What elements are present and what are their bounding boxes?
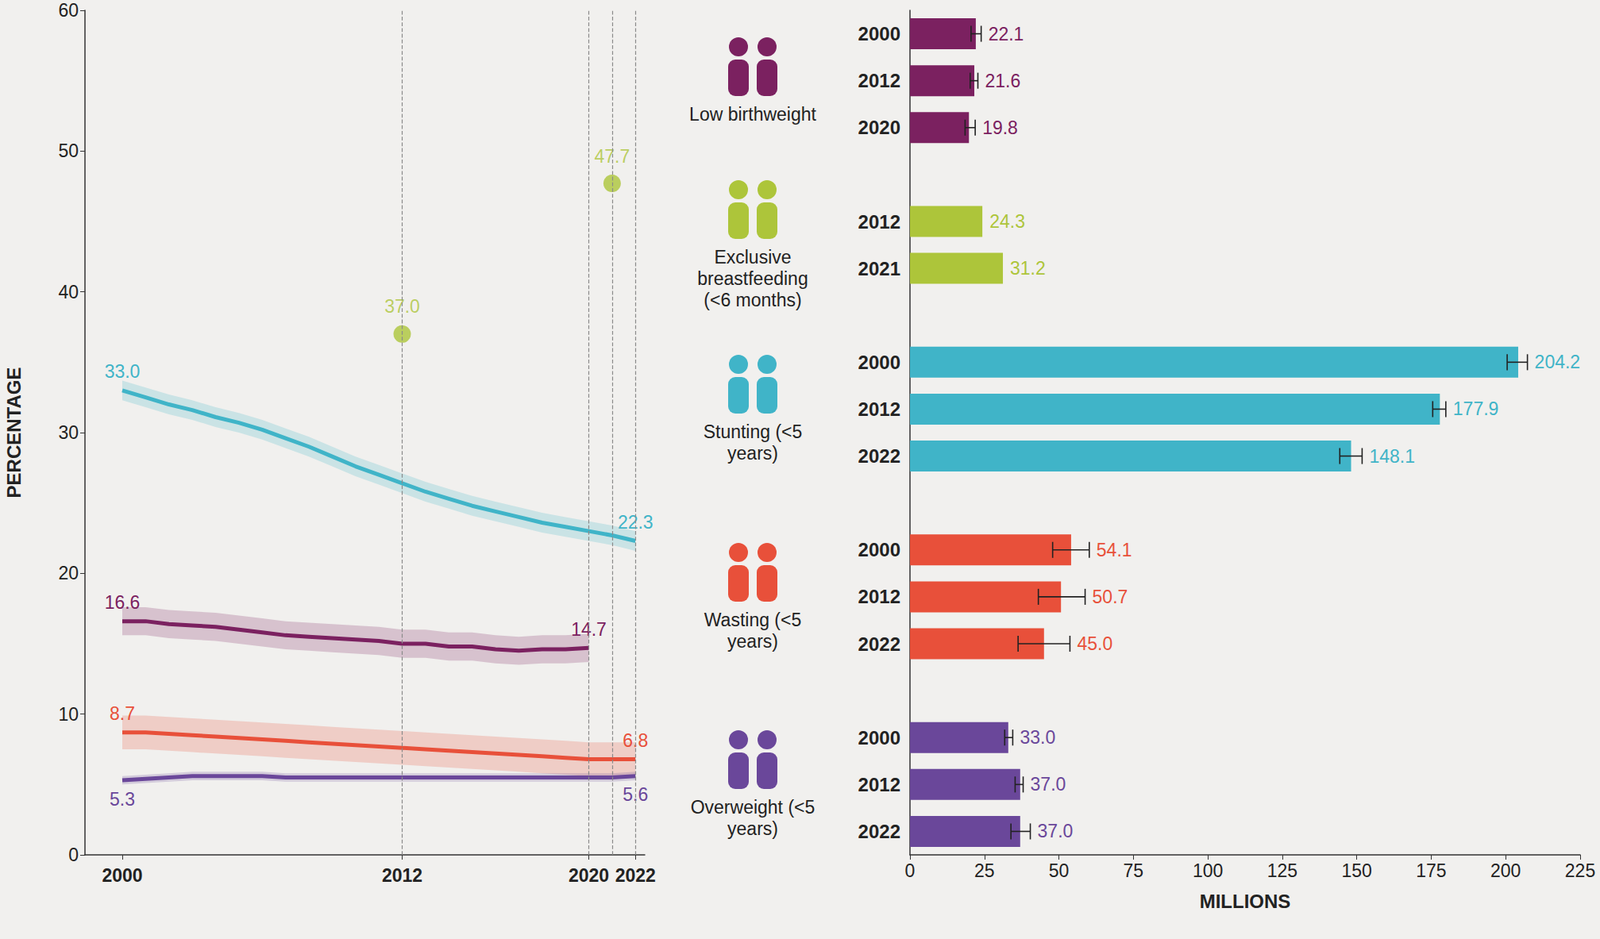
svg-text:19.8: 19.8 [982,117,1018,139]
svg-text:50: 50 [1048,860,1070,882]
svg-text:37.0: 37.0 [1037,821,1074,842]
svg-text:2000: 2000 [858,351,901,374]
svg-text:54.1: 54.1 [1096,539,1133,561]
svg-text:33.0: 33.0 [1019,727,1056,748]
svg-text:2012: 2012 [858,774,901,796]
svg-text:14.7: 14.7 [570,619,607,640]
svg-text:2020: 2020 [568,865,610,887]
svg-text:177.9: 177.9 [1453,398,1500,420]
svg-text:148.1: 148.1 [1368,446,1415,467]
svg-text:37.0: 37.0 [384,296,420,318]
svg-text:37.0: 37.0 [1030,774,1067,795]
svg-text:24.3: 24.3 [989,211,1026,232]
svg-text:10: 10 [57,704,79,725]
svg-text:175: 175 [1415,860,1446,882]
svg-text:33.0: 33.0 [104,361,141,382]
svg-text:60: 60 [57,0,79,21]
svg-text:204.2: 204.2 [1534,351,1581,373]
svg-text:2022: 2022 [615,865,656,887]
svg-text:2000: 2000 [858,23,901,45]
svg-text:30: 30 [57,422,79,444]
svg-text:2012: 2012 [858,69,901,92]
svg-text:50.7: 50.7 [1092,586,1129,608]
svg-text:5.6: 5.6 [622,784,649,806]
svg-text:2020: 2020 [858,116,901,139]
svg-text:2012: 2012 [858,398,901,421]
svg-text:20: 20 [57,562,79,584]
svg-text:31.2: 31.2 [1010,258,1046,279]
svg-text:22.1: 22.1 [988,23,1025,45]
svg-text:2022: 2022 [858,633,901,656]
html-text:Low birthweight: Low birthweight [689,104,817,125]
svg-text:5.3: 5.3 [109,789,135,810]
svg-text:2021: 2021 [858,258,901,280]
svg-text:2000: 2000 [858,727,901,749]
svg-text:150: 150 [1341,860,1372,882]
svg-text:50: 50 [57,140,79,162]
svg-text:47.7: 47.7 [593,146,630,167]
svg-text:PERCENTAGE: PERCENTAGE [3,367,25,499]
svg-text:0: 0 [68,844,79,866]
svg-text:125: 125 [1267,860,1298,882]
html-text:Exclusive breastfeeding (<6 mo: Exclusive breastfeeding (<6 months) [697,246,809,311]
html-text:Stunting (<5 years): Stunting (<5 years) [703,421,803,465]
svg-text:16.6: 16.6 [104,592,141,614]
svg-text:22.3: 22.3 [617,512,654,533]
svg-text:100: 100 [1192,860,1223,882]
svg-text:75: 75 [1123,860,1145,882]
svg-text:2012: 2012 [858,586,901,608]
svg-text:25: 25 [974,860,995,882]
svg-text:0: 0 [905,860,916,882]
svg-text:21.6: 21.6 [985,70,1022,92]
svg-text:MILLIONS: MILLIONS [1199,890,1292,913]
svg-text:2022: 2022 [858,445,901,467]
svg-text:6.8: 6.8 [622,730,649,752]
html-text:Wasting (<5 years): Wasting (<5 years) [704,609,802,652]
svg-text:2012: 2012 [858,211,901,233]
svg-text:2000: 2000 [858,539,901,561]
svg-text:200: 200 [1490,860,1521,882]
svg-text:45.0: 45.0 [1076,633,1113,655]
svg-text:2012: 2012 [381,865,423,887]
html-text:Overweight (<5 years): Overweight (<5 years) [690,797,815,840]
svg-text:2000: 2000 [101,865,143,887]
svg-text:8.7: 8.7 [109,703,135,725]
svg-text:2022: 2022 [858,821,901,843]
svg-text:40: 40 [57,281,79,303]
svg-text:225: 225 [1565,860,1596,882]
